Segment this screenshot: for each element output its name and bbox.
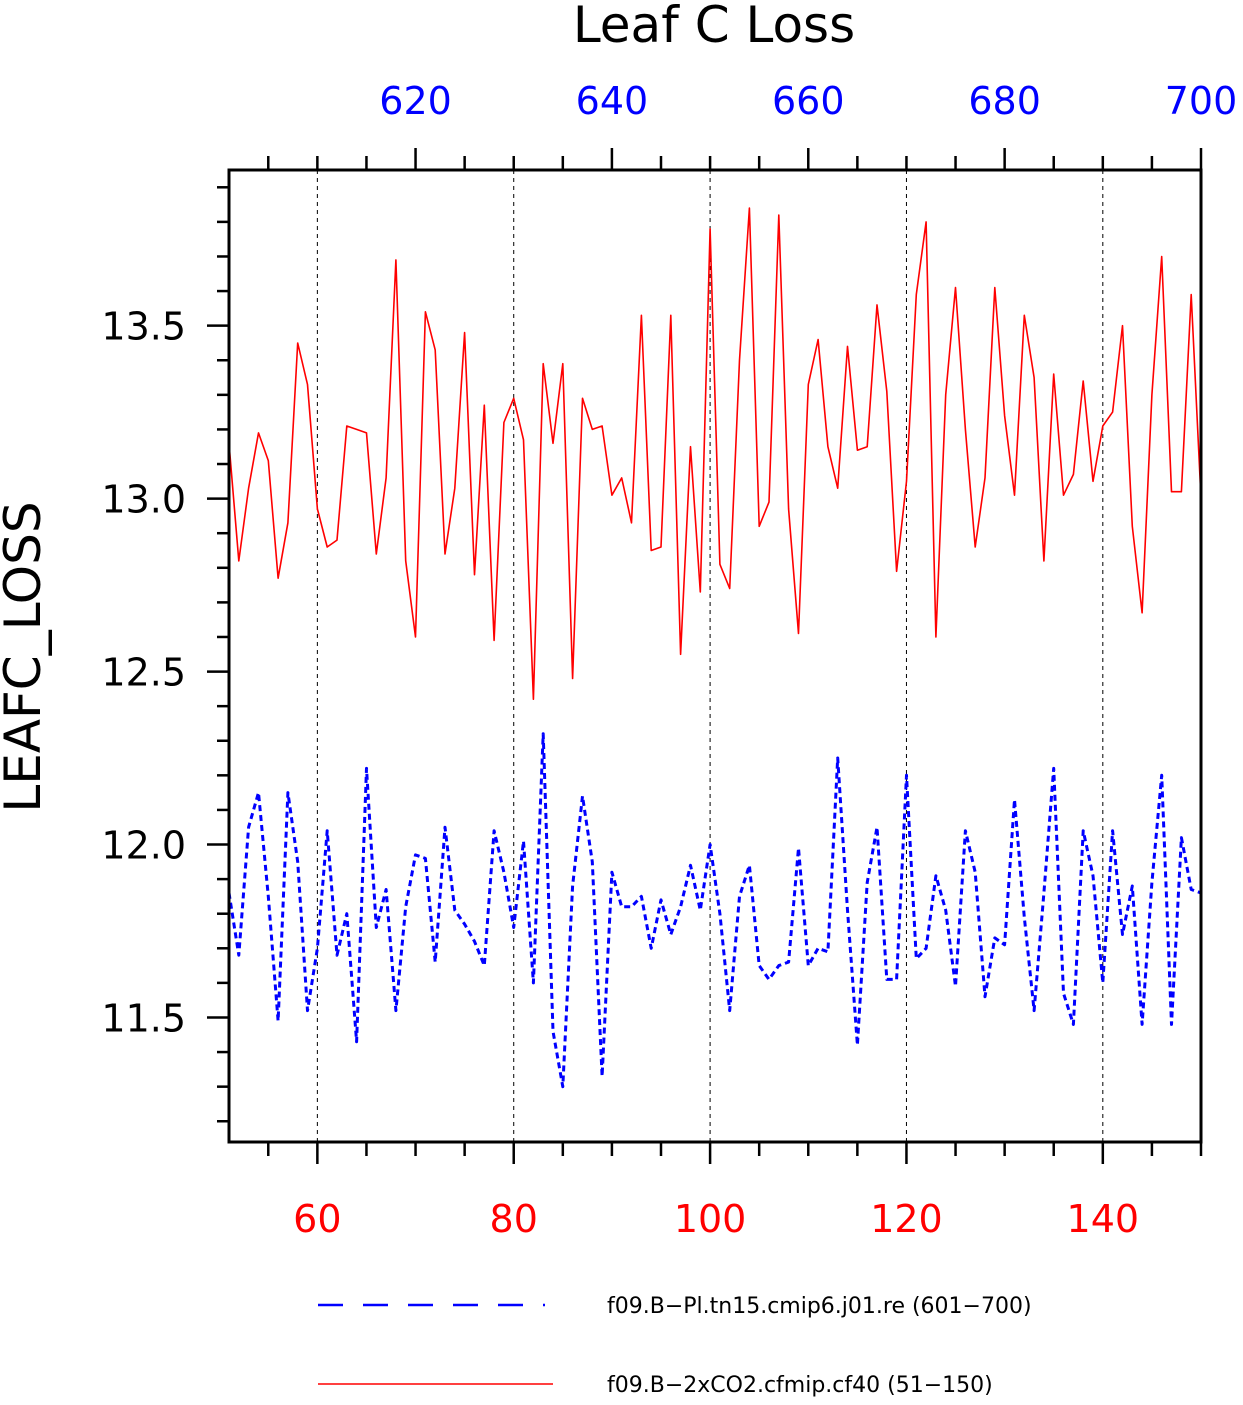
x-tick-label-top-620: 620 bbox=[379, 79, 452, 123]
y-tick-label-3: 13.0 bbox=[101, 478, 186, 522]
series-line-0 bbox=[227, 732, 1202, 1089]
tick-labels: 60 80 100 120 140 620 640 660 680 700 11.5 12.0 12.5… bbox=[101, 79, 1237, 1241]
x-tick-label-top-700: 700 bbox=[1165, 79, 1238, 123]
y-tick-label-1: 12.0 bbox=[101, 824, 186, 868]
y-axis-label: LEAFC_LOSS bbox=[0, 501, 52, 812]
legend-label-2xco2: f09.B−2xCO2.cfmip.cf40 (51−150) bbox=[607, 1373, 993, 1398]
x-tick-label-top-640: 640 bbox=[576, 79, 649, 123]
series-line-1 bbox=[228, 207, 1202, 701]
x-tick-label-top-660: 660 bbox=[772, 79, 845, 123]
chart-title: Leaf C Loss bbox=[573, 0, 855, 54]
x-tick-label-bottom-60: 60 bbox=[293, 1197, 341, 1241]
x-tick-label-top-680: 680 bbox=[968, 79, 1041, 123]
y-tick-label-0: 11.5 bbox=[101, 996, 186, 1040]
x-tick-label-bottom-80: 80 bbox=[490, 1197, 538, 1241]
x-tick-label-bottom-140: 140 bbox=[1067, 1197, 1140, 1241]
y-tick-label-2: 12.5 bbox=[101, 651, 186, 695]
y-tick-label-4: 13.5 bbox=[101, 305, 186, 349]
series-lines bbox=[227, 207, 1202, 1089]
plot-frame bbox=[227, 168, 1203, 1144]
legend-label-pi: f09.B−Pl.tn15.cmip6.j01.re (601−700) bbox=[607, 1294, 1032, 1319]
axis-ticks bbox=[207, 148, 1203, 1164]
x-tick-label-bottom-100: 100 bbox=[674, 1197, 747, 1241]
x-tick-label-bottom-120: 120 bbox=[870, 1197, 943, 1241]
legend: f09.B−Pl.tn15.cmip6.j01.re (601−700) f09… bbox=[318, 1294, 1032, 1398]
